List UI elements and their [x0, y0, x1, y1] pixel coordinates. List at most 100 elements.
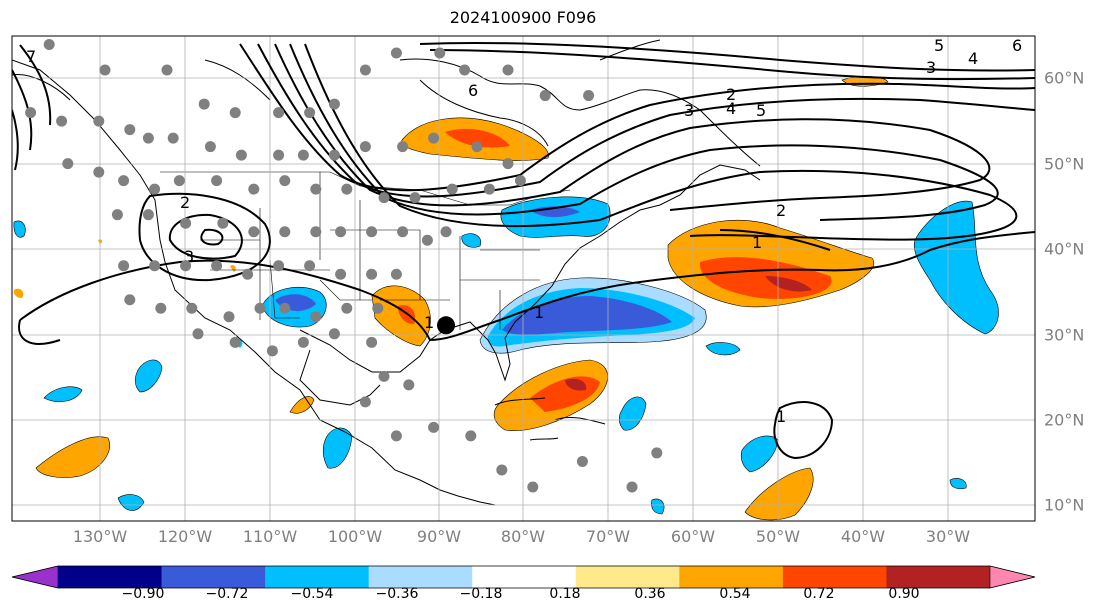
station-dot [328, 149, 340, 161]
station-dot [229, 107, 241, 119]
contour-label: 1 [776, 407, 786, 426]
station-dot [155, 302, 167, 314]
station-dot [297, 149, 309, 161]
station-dot [576, 455, 588, 467]
colorbar-tick-label: −0.72 [205, 586, 249, 602]
station-dot [180, 260, 192, 272]
station-dot [273, 107, 285, 119]
contour-label: 7 [26, 47, 36, 66]
shade-negative-1 [500, 196, 611, 238]
station-dot [390, 430, 402, 442]
contour-label: 3 [926, 58, 936, 77]
contour-label: 1 [534, 303, 544, 322]
lat-label: 50°N [1044, 154, 1085, 174]
colorbar-tick-label: 0.36 [634, 586, 666, 602]
lat-label: 10°N [1044, 495, 1085, 515]
lon-label: 110°W [242, 527, 298, 546]
station-dot [366, 336, 378, 348]
station-dot [421, 234, 433, 246]
station-dot [341, 302, 353, 314]
station-dot [502, 158, 514, 170]
contour-label: 3 [184, 247, 194, 266]
station-dot [459, 64, 471, 76]
station-dot [279, 175, 291, 187]
station-dot [266, 345, 278, 357]
station-dot [328, 98, 340, 110]
colorbar-tick-label: −0.54 [290, 586, 334, 602]
lat-label: 40°N [1044, 239, 1085, 259]
station-dot [273, 149, 285, 161]
storm-center-marker [437, 316, 455, 335]
station-dot [310, 226, 322, 238]
lon-label: 60°W [670, 527, 716, 546]
contour-label: 2 [726, 85, 736, 104]
station-dot [297, 336, 309, 348]
colorbar-segment [265, 566, 370, 588]
contour-label: 2 [180, 193, 190, 212]
station-dot [242, 268, 254, 280]
station-dot [198, 98, 210, 110]
station-dot [514, 175, 526, 187]
lon-label: 80°W [500, 527, 546, 546]
station-dot [390, 268, 402, 280]
station-dot [93, 166, 105, 178]
station-dot [56, 115, 68, 127]
contour-label: 2 [776, 201, 786, 220]
station-dot [335, 268, 347, 280]
lon-label: 50°W [755, 527, 801, 546]
station-dot [304, 107, 316, 119]
colorbar-tick-label: 0.18 [549, 586, 581, 602]
station-dot [434, 47, 446, 59]
station-dot [378, 192, 390, 204]
colorbar-segment [782, 566, 887, 588]
contour-label-layer: 5 6 3 4 6 2 3 4 5 7 2 3 1 1 1 2 1 [26, 36, 1022, 426]
lon-label: 120°W [157, 527, 213, 546]
colorbar-extend-min [11, 565, 59, 589]
lat-label: 60°N [1044, 68, 1085, 88]
station-dot [378, 370, 390, 382]
colorbar-tick-label: 0.54 [719, 586, 751, 602]
station-dot [483, 183, 495, 195]
colorbar-tick-label: 0.90 [888, 586, 920, 602]
station-dot [118, 175, 130, 187]
station-dot [335, 226, 347, 238]
graticule [12, 36, 1035, 521]
lon-label: 30°W [925, 527, 971, 546]
station-dot [341, 183, 353, 195]
contour-label: 5 [756, 101, 766, 120]
station-dot [539, 90, 551, 102]
station-dot [310, 311, 322, 323]
station-dot [328, 328, 340, 340]
lon-label: 100°W [327, 527, 383, 546]
station-dot [279, 226, 291, 238]
colorbar-segment [368, 566, 473, 588]
station-dot [161, 64, 173, 76]
lon-label: 70°W [585, 527, 631, 546]
map-frame [11, 35, 1036, 522]
station-dot [273, 260, 285, 272]
station-dot [626, 481, 638, 493]
station-dot [204, 141, 216, 153]
station-dot [223, 311, 235, 323]
contour-label: 5 [934, 36, 944, 55]
station-dot [142, 209, 154, 221]
station-dot [403, 379, 415, 391]
station-dot [372, 302, 384, 314]
lon-label: 90°W [416, 527, 462, 546]
station-dot [118, 260, 130, 272]
lon-label: 130°W [72, 527, 128, 546]
station-dot [397, 141, 409, 153]
station-dot [279, 302, 291, 314]
colorbar-tick-label: 0.72 [803, 586, 835, 602]
colorbar-segment [472, 566, 577, 588]
station-dot [43, 39, 55, 51]
shade-positive-1b [445, 128, 510, 148]
station-dot [99, 64, 111, 76]
colorbar-extend-max [989, 565, 1036, 589]
colorbar [11, 565, 1036, 589]
lat-label: 30°N [1044, 325, 1085, 345]
lat-label: 20°N [1044, 410, 1085, 430]
station-dot [180, 217, 192, 229]
station-dot [173, 175, 185, 187]
